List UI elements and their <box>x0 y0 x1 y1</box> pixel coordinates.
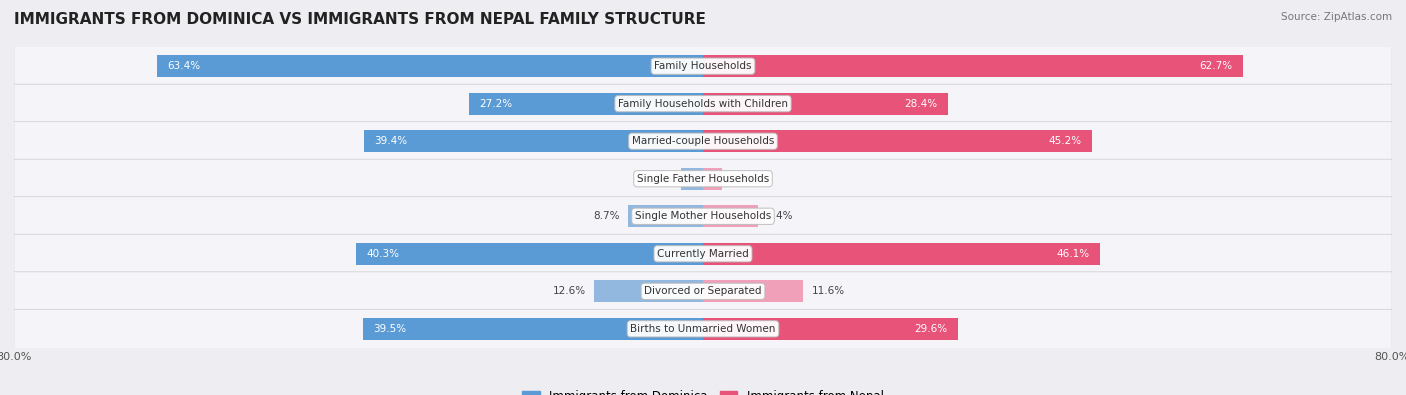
Text: 12.6%: 12.6% <box>553 286 586 296</box>
FancyBboxPatch shape <box>14 84 1392 123</box>
Bar <box>703 318 957 340</box>
Text: Married-couple Households: Married-couple Households <box>631 136 775 146</box>
Bar <box>703 205 758 227</box>
Text: 2.2%: 2.2% <box>731 174 756 184</box>
Bar <box>364 130 703 152</box>
Bar <box>703 93 948 115</box>
Text: 6.4%: 6.4% <box>766 211 793 221</box>
Bar <box>703 55 1243 77</box>
Text: 45.2%: 45.2% <box>1049 136 1083 146</box>
FancyBboxPatch shape <box>14 159 1392 198</box>
Text: Family Households: Family Households <box>654 61 752 71</box>
Text: Family Households with Children: Family Households with Children <box>619 99 787 109</box>
Text: 39.5%: 39.5% <box>373 324 406 334</box>
FancyBboxPatch shape <box>14 272 1392 311</box>
FancyBboxPatch shape <box>14 197 1392 236</box>
Bar <box>595 280 703 302</box>
Legend: Immigrants from Dominica, Immigrants from Nepal: Immigrants from Dominica, Immigrants fro… <box>517 385 889 395</box>
Text: 27.2%: 27.2% <box>479 99 512 109</box>
Bar <box>468 93 703 115</box>
Bar <box>157 55 703 77</box>
Text: 29.6%: 29.6% <box>914 324 948 334</box>
Text: Source: ZipAtlas.com: Source: ZipAtlas.com <box>1281 12 1392 22</box>
Text: 63.4%: 63.4% <box>167 61 201 71</box>
Text: 2.5%: 2.5% <box>647 174 673 184</box>
FancyBboxPatch shape <box>14 309 1392 348</box>
Text: IMMIGRANTS FROM DOMINICA VS IMMIGRANTS FROM NEPAL FAMILY STRUCTURE: IMMIGRANTS FROM DOMINICA VS IMMIGRANTS F… <box>14 12 706 27</box>
Text: Single Father Households: Single Father Households <box>637 174 769 184</box>
Text: 46.1%: 46.1% <box>1056 249 1090 259</box>
Text: Divorced or Separated: Divorced or Separated <box>644 286 762 296</box>
Bar <box>703 280 803 302</box>
Text: Currently Married: Currently Married <box>657 249 749 259</box>
Text: 62.7%: 62.7% <box>1199 61 1233 71</box>
Bar <box>628 205 703 227</box>
Text: 39.4%: 39.4% <box>374 136 408 146</box>
FancyBboxPatch shape <box>14 122 1392 161</box>
Text: 8.7%: 8.7% <box>593 211 620 221</box>
Text: Single Mother Households: Single Mother Households <box>636 211 770 221</box>
Bar <box>703 130 1092 152</box>
Text: 40.3%: 40.3% <box>367 249 399 259</box>
Text: Births to Unmarried Women: Births to Unmarried Women <box>630 324 776 334</box>
FancyBboxPatch shape <box>14 234 1392 273</box>
FancyBboxPatch shape <box>14 47 1392 86</box>
Bar <box>363 318 703 340</box>
Bar <box>682 168 703 190</box>
Bar <box>703 243 1099 265</box>
Text: 28.4%: 28.4% <box>904 99 938 109</box>
Bar <box>356 243 703 265</box>
Bar <box>703 168 721 190</box>
Text: 11.6%: 11.6% <box>811 286 845 296</box>
